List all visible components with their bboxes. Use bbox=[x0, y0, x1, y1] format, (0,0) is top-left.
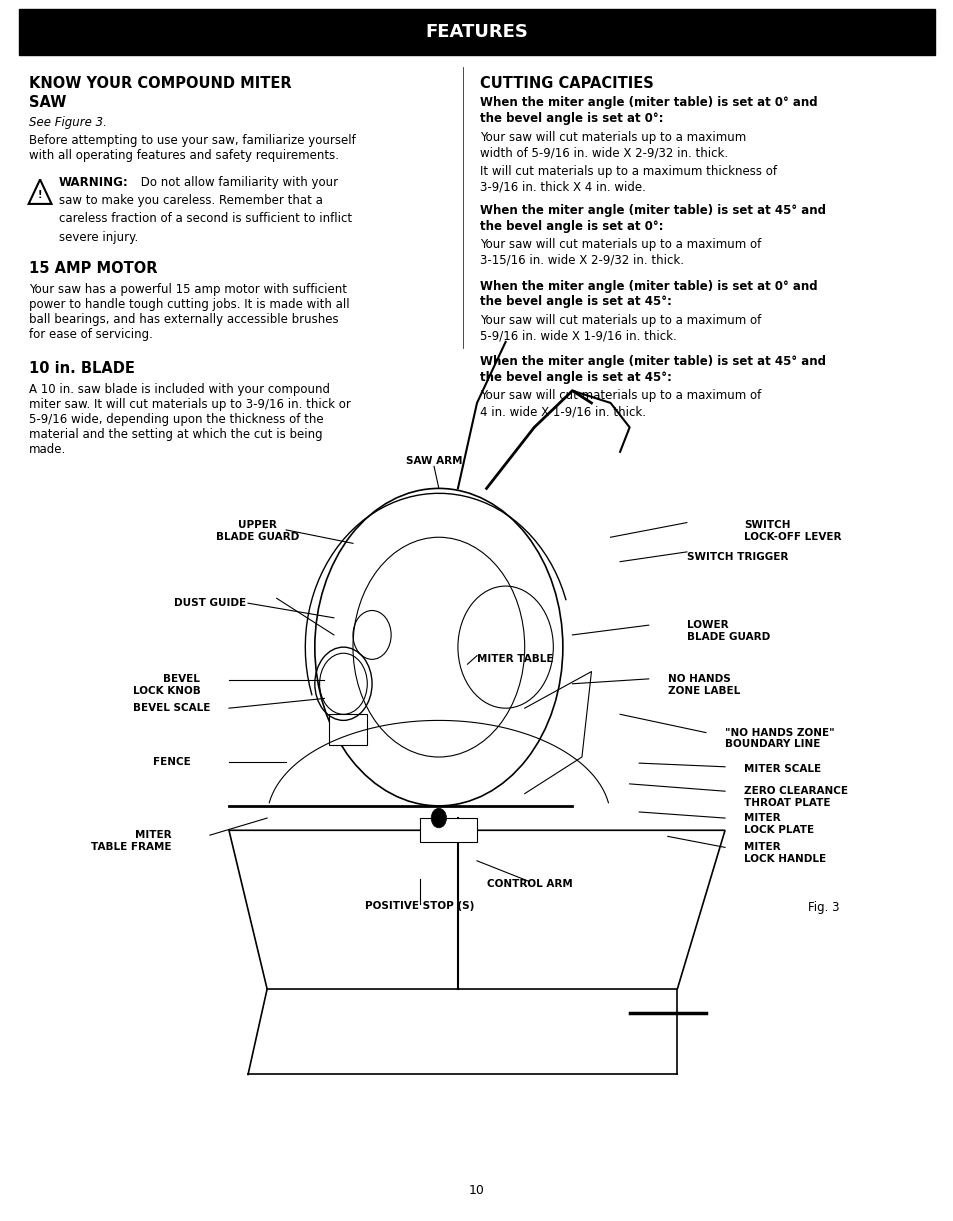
Text: SAW: SAW bbox=[29, 95, 66, 110]
FancyBboxPatch shape bbox=[329, 714, 367, 745]
FancyBboxPatch shape bbox=[419, 818, 476, 842]
Text: When the miter angle (miter table) is set at 0° and: When the miter angle (miter table) is se… bbox=[479, 280, 817, 293]
Text: When the miter angle (miter table) is set at 45° and: When the miter angle (miter table) is se… bbox=[479, 355, 825, 369]
Text: Your saw will cut materials up to a maximum: Your saw will cut materials up to a maxi… bbox=[479, 131, 745, 144]
Text: See Figure 3.: See Figure 3. bbox=[29, 116, 107, 129]
Text: Fig. 3: Fig. 3 bbox=[807, 901, 839, 915]
Text: width of 5-9/16 in. wide X 2-9/32 in. thick.: width of 5-9/16 in. wide X 2-9/32 in. th… bbox=[479, 147, 727, 160]
Text: saw to make you careless. Remember that a: saw to make you careless. Remember that … bbox=[59, 194, 323, 208]
Text: Your saw will cut materials up to a maximum of: Your saw will cut materials up to a maxi… bbox=[479, 238, 760, 252]
Text: 10 in. BLADE: 10 in. BLADE bbox=[29, 361, 134, 376]
Text: It will cut materials up to a maximum thickness of: It will cut materials up to a maximum th… bbox=[479, 165, 776, 178]
Text: 5-9/16 in. wide X 1-9/16 in. thick.: 5-9/16 in. wide X 1-9/16 in. thick. bbox=[479, 330, 676, 343]
Text: MITER
TABLE FRAME: MITER TABLE FRAME bbox=[91, 830, 172, 852]
Text: 4 in. wide X 1-9/16 in. thick.: 4 in. wide X 1-9/16 in. thick. bbox=[479, 405, 645, 419]
Text: BEVEL
LOCK KNOB: BEVEL LOCK KNOB bbox=[132, 674, 200, 696]
Text: Before attempting to use your saw, familiarize yourself
with all operating featu: Before attempting to use your saw, famil… bbox=[29, 134, 355, 162]
Text: the bevel angle is set at 45°:: the bevel angle is set at 45°: bbox=[479, 295, 671, 309]
Circle shape bbox=[431, 808, 446, 828]
Text: WARNING:: WARNING: bbox=[59, 176, 129, 189]
Text: MITER
LOCK HANDLE: MITER LOCK HANDLE bbox=[743, 842, 825, 864]
Text: Your saw will cut materials up to a maximum of: Your saw will cut materials up to a maxi… bbox=[479, 314, 760, 327]
Text: CONTROL ARM: CONTROL ARM bbox=[486, 879, 572, 889]
Text: the bevel angle is set at 0°:: the bevel angle is set at 0°: bbox=[479, 112, 662, 126]
Text: SAW ARM: SAW ARM bbox=[405, 457, 462, 466]
Text: DUST GUIDE: DUST GUIDE bbox=[173, 598, 246, 608]
Text: severe injury.: severe injury. bbox=[59, 231, 138, 244]
Text: the bevel angle is set at 0°:: the bevel angle is set at 0°: bbox=[479, 220, 662, 233]
Text: ZERO CLEARANCE
THROAT PLATE: ZERO CLEARANCE THROAT PLATE bbox=[743, 786, 847, 808]
Text: the bevel angle is set at 45°:: the bevel angle is set at 45°: bbox=[479, 371, 671, 385]
Text: When the miter angle (miter table) is set at 0° and: When the miter angle (miter table) is se… bbox=[479, 96, 817, 110]
Text: MITER TABLE: MITER TABLE bbox=[476, 654, 553, 664]
Text: BEVEL SCALE: BEVEL SCALE bbox=[132, 703, 210, 713]
Text: Your saw has a powerful 15 amp motor with sufficient
power to handle tough cutti: Your saw has a powerful 15 amp motor wit… bbox=[29, 283, 349, 342]
Text: SWITCH TRIGGER: SWITCH TRIGGER bbox=[686, 552, 787, 562]
Text: MITER
LOCK PLATE: MITER LOCK PLATE bbox=[743, 813, 814, 835]
Text: KNOW YOUR COMPOUND MITER: KNOW YOUR COMPOUND MITER bbox=[29, 76, 291, 90]
Text: SWITCH
LOCK-OFF LEVER: SWITCH LOCK-OFF LEVER bbox=[743, 520, 841, 542]
Text: POSITIVE STOP (S): POSITIVE STOP (S) bbox=[365, 901, 474, 911]
FancyBboxPatch shape bbox=[19, 9, 934, 55]
Text: Your saw will cut materials up to a maximum of: Your saw will cut materials up to a maxi… bbox=[479, 389, 760, 403]
Text: When the miter angle (miter table) is set at 45° and: When the miter angle (miter table) is se… bbox=[479, 204, 825, 217]
Text: A 10 in. saw blade is included with your compound
miter saw. It will cut materia: A 10 in. saw blade is included with your… bbox=[29, 383, 350, 457]
Text: LOWER
BLADE GUARD: LOWER BLADE GUARD bbox=[686, 620, 769, 642]
FancyBboxPatch shape bbox=[57, 440, 896, 1148]
Text: !: ! bbox=[38, 190, 42, 200]
Text: "NO HANDS ZONE"
BOUNDARY LINE: "NO HANDS ZONE" BOUNDARY LINE bbox=[724, 728, 834, 750]
Text: 3-15/16 in. wide X 2-9/32 in. thick.: 3-15/16 in. wide X 2-9/32 in. thick. bbox=[479, 254, 683, 267]
Text: careless fraction of a second is sufficient to inflict: careless fraction of a second is suffici… bbox=[59, 212, 352, 226]
Text: FEATURES: FEATURES bbox=[425, 23, 528, 40]
Text: 10: 10 bbox=[469, 1184, 484, 1197]
Text: MITER SCALE: MITER SCALE bbox=[743, 764, 821, 774]
Text: 15 AMP MOTOR: 15 AMP MOTOR bbox=[29, 261, 157, 276]
Text: 3-9/16 in. thick X 4 in. wide.: 3-9/16 in. thick X 4 in. wide. bbox=[479, 181, 645, 194]
Text: CUTTING CAPACITIES: CUTTING CAPACITIES bbox=[479, 76, 653, 90]
Text: Do not allow familiarity with your: Do not allow familiarity with your bbox=[137, 176, 338, 189]
Text: UPPER
BLADE GUARD: UPPER BLADE GUARD bbox=[215, 520, 299, 542]
Text: NO HANDS
ZONE LABEL: NO HANDS ZONE LABEL bbox=[667, 674, 740, 696]
Text: FENCE: FENCE bbox=[152, 757, 191, 767]
